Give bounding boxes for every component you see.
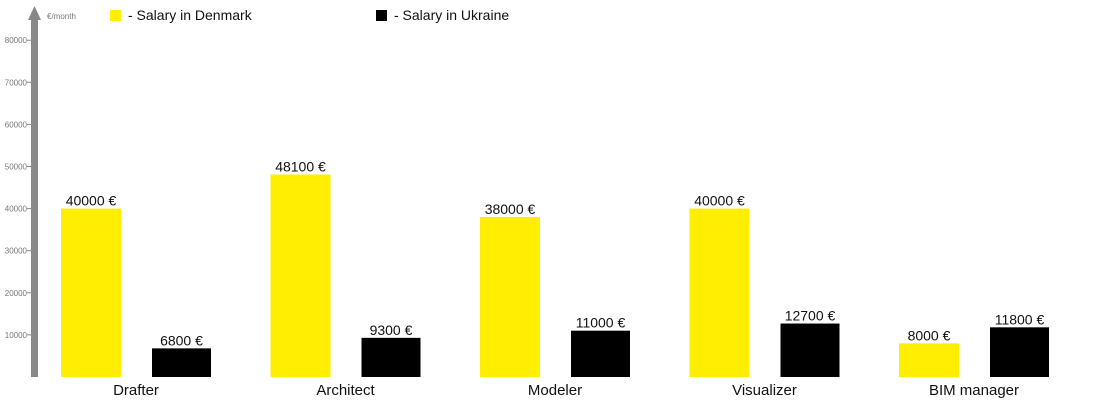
category-label: Drafter (113, 382, 159, 399)
data-label: 40000 € (694, 193, 745, 209)
y-axis-arrowhead (28, 6, 41, 20)
bar (480, 217, 540, 377)
data-label: 6800 € (160, 332, 203, 348)
y-tick-label: 40000 (5, 205, 28, 214)
category-label: Architect (316, 382, 375, 399)
y-tick-label: 60000 (5, 120, 28, 129)
y-axis-unit-label: €/month (47, 12, 76, 21)
bar (61, 208, 121, 377)
y-axis-line (31, 18, 38, 377)
bar (361, 337, 421, 377)
y-tick-label: 10000 (5, 331, 28, 340)
category-label: BIM manager (929, 382, 1019, 399)
legend: - Salary in Denmark - Salary in Ukraine (110, 7, 509, 23)
y-tick-label: 80000 (5, 36, 28, 45)
data-label: 38000 € (485, 201, 536, 217)
bar (689, 208, 750, 377)
data-label: 48100 € (275, 158, 326, 174)
y-tick-label: 30000 (5, 247, 28, 256)
data-label: 40000 € (66, 193, 117, 209)
bar (270, 174, 331, 377)
data-label: 12700 € (785, 308, 836, 324)
bars: 40000 € 6800 € 48100 € 9300 € 38000 € 11000 €… (61, 158, 1049, 377)
y-axis: 10000 20000 30000 40000 50000 60000 70000 80000 (5, 6, 41, 377)
bar (152, 348, 211, 377)
y-tick-label: 70000 (5, 78, 28, 87)
data-label: 9300 € (370, 322, 413, 338)
data-label: 11800 € (995, 311, 1045, 327)
bar (990, 327, 1049, 377)
legend-swatch-ukraine (376, 10, 387, 21)
bar (899, 343, 959, 377)
legend-swatch-denmark (110, 10, 121, 21)
category-labels: Drafter Architect Modeler Visualizer BIM man… (113, 382, 1019, 399)
data-label: 11000 € (576, 315, 626, 331)
data-label: 8000 € (908, 327, 951, 343)
category-label: Modeler (528, 382, 582, 399)
y-tick-label: 50000 (5, 163, 28, 172)
legend-label-denmark: - Salary in Denmark (128, 7, 253, 23)
category-label: Visualizer (732, 382, 797, 399)
legend-label-ukraine: - Salary in Ukraine (394, 7, 509, 23)
y-tick-label: 20000 (5, 289, 28, 298)
bar (780, 323, 840, 377)
bar (571, 330, 630, 377)
